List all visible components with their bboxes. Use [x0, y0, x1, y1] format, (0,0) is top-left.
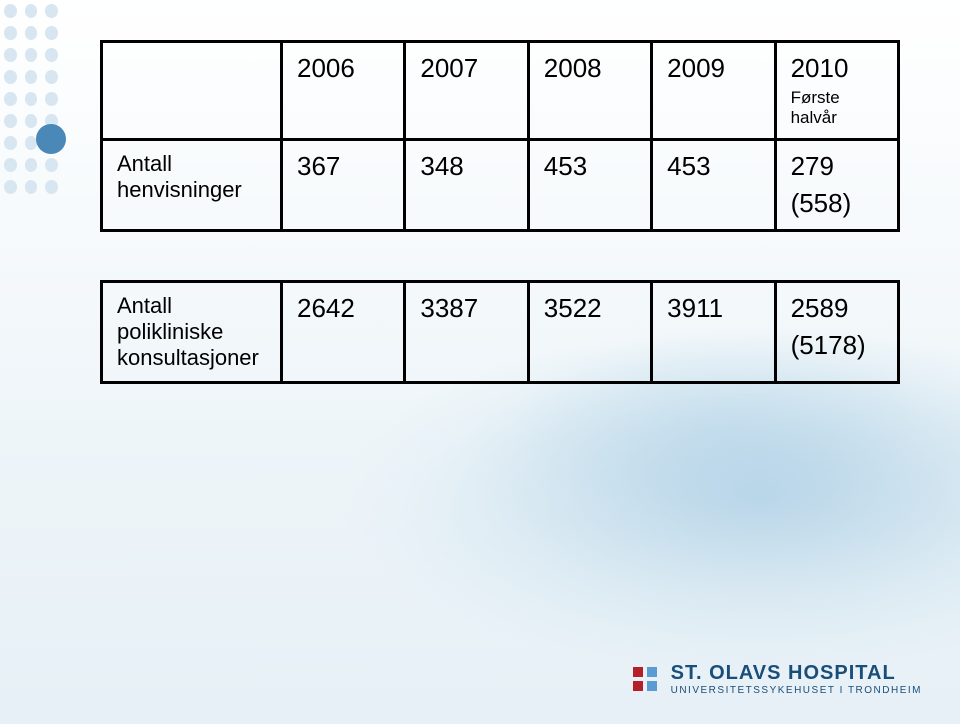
cell-2006: 367 — [282, 140, 405, 231]
cell-2010: 279 (558) — [775, 140, 898, 231]
header-2009: 2009 — [652, 42, 775, 140]
table-header-row: 2006 2007 2008 2009 2010 Første halvår — [102, 42, 899, 140]
cell-2010-value: 279 — [791, 151, 834, 181]
cell-2007: 3387 — [405, 282, 528, 383]
header-2007: 2007 — [405, 42, 528, 140]
logo-mark-icon — [633, 667, 657, 691]
header-2010-sub: Første halvår — [791, 88, 883, 128]
cell-2008: 3522 — [528, 282, 651, 383]
cell-2008: 453 — [528, 140, 651, 231]
logo-square-icon — [647, 667, 657, 677]
decorative-dot-column — [0, 0, 62, 220]
slide-content: 2006 2007 2008 2009 2010 Første halvår A… — [100, 40, 900, 384]
logo-line2: UNIVERSITETSSYKEHUSET I TRONDHEIM — [671, 685, 922, 696]
header-2008: 2008 — [528, 42, 651, 140]
header-2006: 2006 — [282, 42, 405, 140]
logo-square-icon — [647, 681, 657, 691]
table-gap — [100, 232, 900, 280]
cell-2010-paren: (5178) — [791, 330, 883, 361]
cell-2010-value: 2589 — [791, 293, 849, 323]
logo-line1: ST. OLAVS HOSPITAL — [671, 662, 922, 685]
logo-text: ST. OLAVS HOSPITAL UNIVERSITETSSYKEHUSET… — [671, 662, 922, 696]
header-2010-year: 2010 — [791, 53, 849, 83]
cell-2007: 348 — [405, 140, 528, 231]
cell-2006: 2642 — [282, 282, 405, 383]
cell-2009: 3911 — [652, 282, 775, 383]
row-label-henvisninger: Antall henvisninger — [102, 140, 282, 231]
cell-2010-paren: (558) — [791, 188, 883, 219]
table-row: Antall henvisninger 367 348 453 453 279 … — [102, 140, 899, 231]
table-row: Antall polikliniske konsultasjoner 2642 … — [102, 282, 899, 383]
footer-logo: ST. OLAVS HOSPITAL UNIVERSITETSSYKEHUSET… — [633, 662, 922, 696]
table-konsultasjoner: Antall polikliniske konsultasjoner 2642 … — [100, 280, 900, 384]
header-blank — [102, 42, 282, 140]
dot-icon — [4, 4, 17, 18]
logo-square-icon — [633, 681, 643, 691]
table-henvisninger: 2006 2007 2008 2009 2010 Første halvår A… — [100, 40, 900, 232]
accent-dot-icon — [36, 124, 66, 154]
logo-square-icon — [633, 667, 643, 677]
cell-2009: 453 — [652, 140, 775, 231]
header-2010: 2010 Første halvår — [775, 42, 898, 140]
row-label-konsultasjoner: Antall polikliniske konsultasjoner — [102, 282, 282, 383]
cell-2010: 2589 (5178) — [775, 282, 898, 383]
